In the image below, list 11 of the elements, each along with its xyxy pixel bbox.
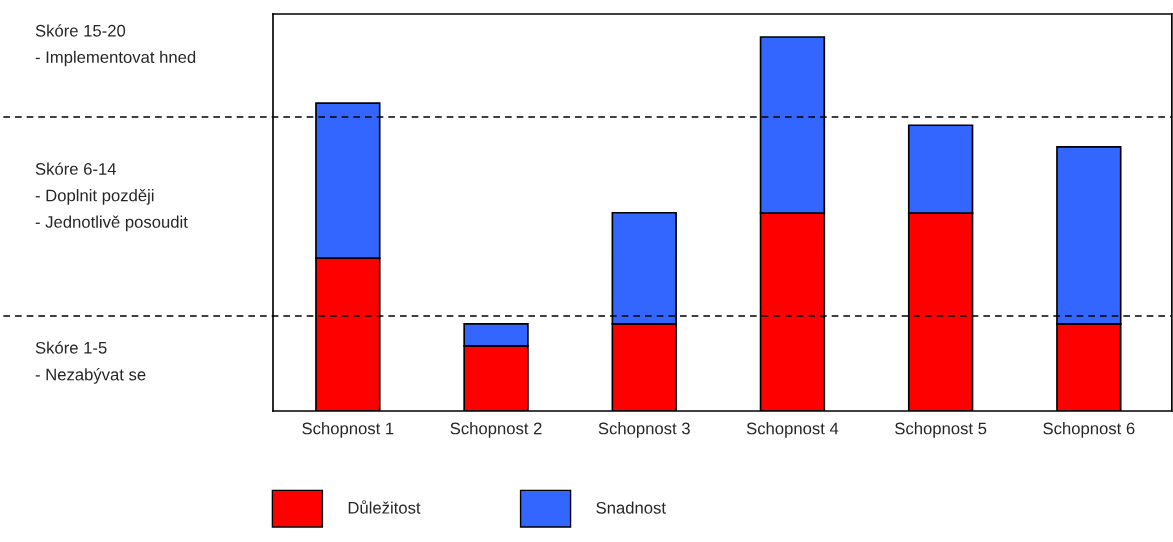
x-tick-label: Schopnost 4 (746, 422, 839, 438)
x-tick-label: Schopnost 2 (450, 422, 542, 438)
x-tick-label: Schopnost 3 (598, 422, 690, 438)
x-tick-label: Schopnost 1 (302, 422, 394, 438)
x-tick-label: Schopnost 6 (1043, 422, 1135, 438)
legend-label: Snadnost (596, 501, 666, 514)
text: Skóre 1-5 - Nezabývat se (35, 341, 146, 384)
text: Skóre 15-20 - Implementovat hned (35, 24, 196, 67)
text: Skóre 6-14 - Doplnit později - Jednotlivě posoudit (35, 162, 188, 232)
x-tick-label: Schopnost 5 (895, 422, 987, 438)
legend-label: Důležitost (348, 500, 421, 514)
